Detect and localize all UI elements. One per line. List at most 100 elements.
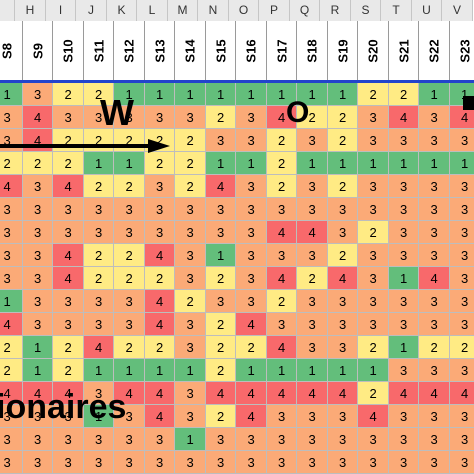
grid-cell[interactable]: 3 <box>449 129 474 152</box>
grid-cell[interactable]: 3 <box>175 405 206 428</box>
grid-cell[interactable]: 3 <box>22 244 54 267</box>
grid-cell[interactable]: 3 <box>419 221 450 244</box>
grid-cell[interactable]: 3 <box>449 221 474 244</box>
grid-cell[interactable]: 2 <box>205 106 237 129</box>
grid-cell[interactable]: 3 <box>419 175 450 198</box>
grid-cell[interactable]: 4 <box>22 382 54 405</box>
grid-cell[interactable]: 4 <box>0 382 23 405</box>
grid-cell[interactable]: 2 <box>327 106 359 129</box>
grid-cell[interactable]: 4 <box>144 382 176 405</box>
grid-cell[interactable]: 2 <box>297 106 328 129</box>
grid-cell[interactable]: 1 <box>388 267 420 290</box>
grid-cell[interactable]: 3 <box>83 106 115 129</box>
series-label-cell[interactable]: S19 <box>328 21 359 81</box>
grid-cell[interactable]: 4 <box>419 382 450 405</box>
grid-cell[interactable]: 3 <box>266 198 298 221</box>
grid-cell[interactable]: 2 <box>419 336 450 359</box>
grid-cell[interactable]: 3 <box>327 428 359 451</box>
grid-cell[interactable]: 3 <box>388 428 420 451</box>
grid-cell[interactable]: 1 <box>22 336 54 359</box>
grid-cell[interactable]: 4 <box>205 175 237 198</box>
grid-cell[interactable]: 4 <box>419 267 450 290</box>
grid-cell[interactable]: 1 <box>266 359 298 382</box>
grid-cell[interactable]: 3 <box>0 221 23 244</box>
grid-cell[interactable]: 3 <box>22 83 54 106</box>
grid-cell[interactable]: 1 <box>22 359 54 382</box>
grid-cell[interactable]: 3 <box>83 313 115 336</box>
series-label-cell[interactable]: S22 <box>419 21 450 81</box>
grid-cell[interactable]: 3 <box>53 290 84 313</box>
grid-cell[interactable]: 3 <box>236 129 267 152</box>
grid-cell[interactable]: 3 <box>53 451 84 474</box>
grid-cell[interactable]: 2 <box>236 336 267 359</box>
grid-cell[interactable]: 3 <box>175 336 206 359</box>
grid-cell[interactable]: 2 <box>358 83 389 106</box>
grid-cell[interactable]: 3 <box>53 198 84 221</box>
grid-cell[interactable]: 2 <box>358 221 389 244</box>
grid-cell[interactable]: 4 <box>266 106 298 129</box>
grid-cell[interactable]: 3 <box>114 290 145 313</box>
grid-cell[interactable]: 3 <box>388 175 420 198</box>
grid-cell[interactable]: 3 <box>236 451 267 474</box>
grid-cell[interactable]: 3 <box>297 175 328 198</box>
grid-cell[interactable]: 3 <box>297 244 328 267</box>
grid-cell[interactable]: 2 <box>327 129 359 152</box>
grid-cell[interactable]: 3 <box>297 428 328 451</box>
grid-cell[interactable]: 1 <box>297 359 328 382</box>
grid-cell[interactable]: 2 <box>205 359 237 382</box>
grid-cell[interactable]: 3 <box>358 290 389 313</box>
grid-cell[interactable]: 2 <box>144 267 176 290</box>
column-letter-r[interactable]: R <box>320 0 351 21</box>
grid-cell[interactable]: 3 <box>205 290 237 313</box>
grid-cell[interactable]: 1 <box>266 83 298 106</box>
grid-cell[interactable]: 3 <box>449 405 474 428</box>
grid-cell[interactable]: 3 <box>83 428 115 451</box>
grid-cell[interactable]: 3 <box>144 221 176 244</box>
grid-cell[interactable]: 1 <box>236 152 267 175</box>
series-label-cell[interactable]: S11 <box>84 21 115 81</box>
grid-cell[interactable]: 3 <box>388 198 420 221</box>
grid-cell[interactable]: 2 <box>114 267 145 290</box>
grid-cell[interactable]: 3 <box>83 382 115 405</box>
grid-cell[interactable]: 2 <box>53 152 84 175</box>
grid-cell[interactable]: 4 <box>53 175 84 198</box>
series-label-cell[interactable]: S13 <box>145 21 176 81</box>
grid-cell[interactable]: 3 <box>53 106 84 129</box>
series-label-cell[interactable]: S23 <box>450 21 474 81</box>
column-letter-o[interactable]: O <box>229 0 260 21</box>
grid-cell[interactable]: 1 <box>114 152 145 175</box>
grid-cell[interactable]: 4 <box>236 405 267 428</box>
grid-cell[interactable]: 3 <box>297 336 328 359</box>
series-label-cell[interactable]: S20 <box>358 21 389 81</box>
grid-cell[interactable]: 4 <box>53 382 84 405</box>
grid-cell[interactable]: 2 <box>205 405 237 428</box>
grid-cell[interactable]: 1 <box>205 83 237 106</box>
grid-cell[interactable]: 1 <box>175 83 206 106</box>
grid-cell[interactable]: 3 <box>22 198 54 221</box>
grid-cell[interactable]: 3 <box>297 405 328 428</box>
grid-cell[interactable]: 3 <box>297 313 328 336</box>
grid-cell[interactable]: 3 <box>449 267 474 290</box>
grid-cell[interactable]: 1 <box>358 359 389 382</box>
grid-cell[interactable]: 3 <box>297 129 328 152</box>
grid-cell[interactable]: 3 <box>388 451 420 474</box>
grid-cell[interactable]: 3 <box>327 290 359 313</box>
grid-cell[interactable]: 3 <box>388 129 420 152</box>
grid-cell[interactable]: 3 <box>358 106 389 129</box>
grid-cell[interactable]: 3 <box>236 290 267 313</box>
grid-cell[interactable]: 2 <box>114 336 145 359</box>
grid-cell[interactable]: 1 <box>388 152 420 175</box>
series-label-cell[interactable]: S12 <box>114 21 145 81</box>
grid-cell[interactable]: 3 <box>114 451 145 474</box>
grid-cell[interactable]: 3 <box>22 313 54 336</box>
grid-cell[interactable]: 3 <box>449 198 474 221</box>
grid-cell[interactable]: 2 <box>358 336 389 359</box>
series-label-cell[interactable]: S15 <box>206 21 237 81</box>
grid-cell[interactable]: 3 <box>114 221 145 244</box>
grid-cell[interactable]: 2 <box>144 336 176 359</box>
grid-cell[interactable]: 3 <box>419 244 450 267</box>
grid-cell[interactable]: 4 <box>388 382 420 405</box>
grid-cell[interactable]: 3 <box>449 175 474 198</box>
grid-cell[interactable]: 3 <box>358 451 389 474</box>
grid-cell[interactable]: 1 <box>114 83 145 106</box>
